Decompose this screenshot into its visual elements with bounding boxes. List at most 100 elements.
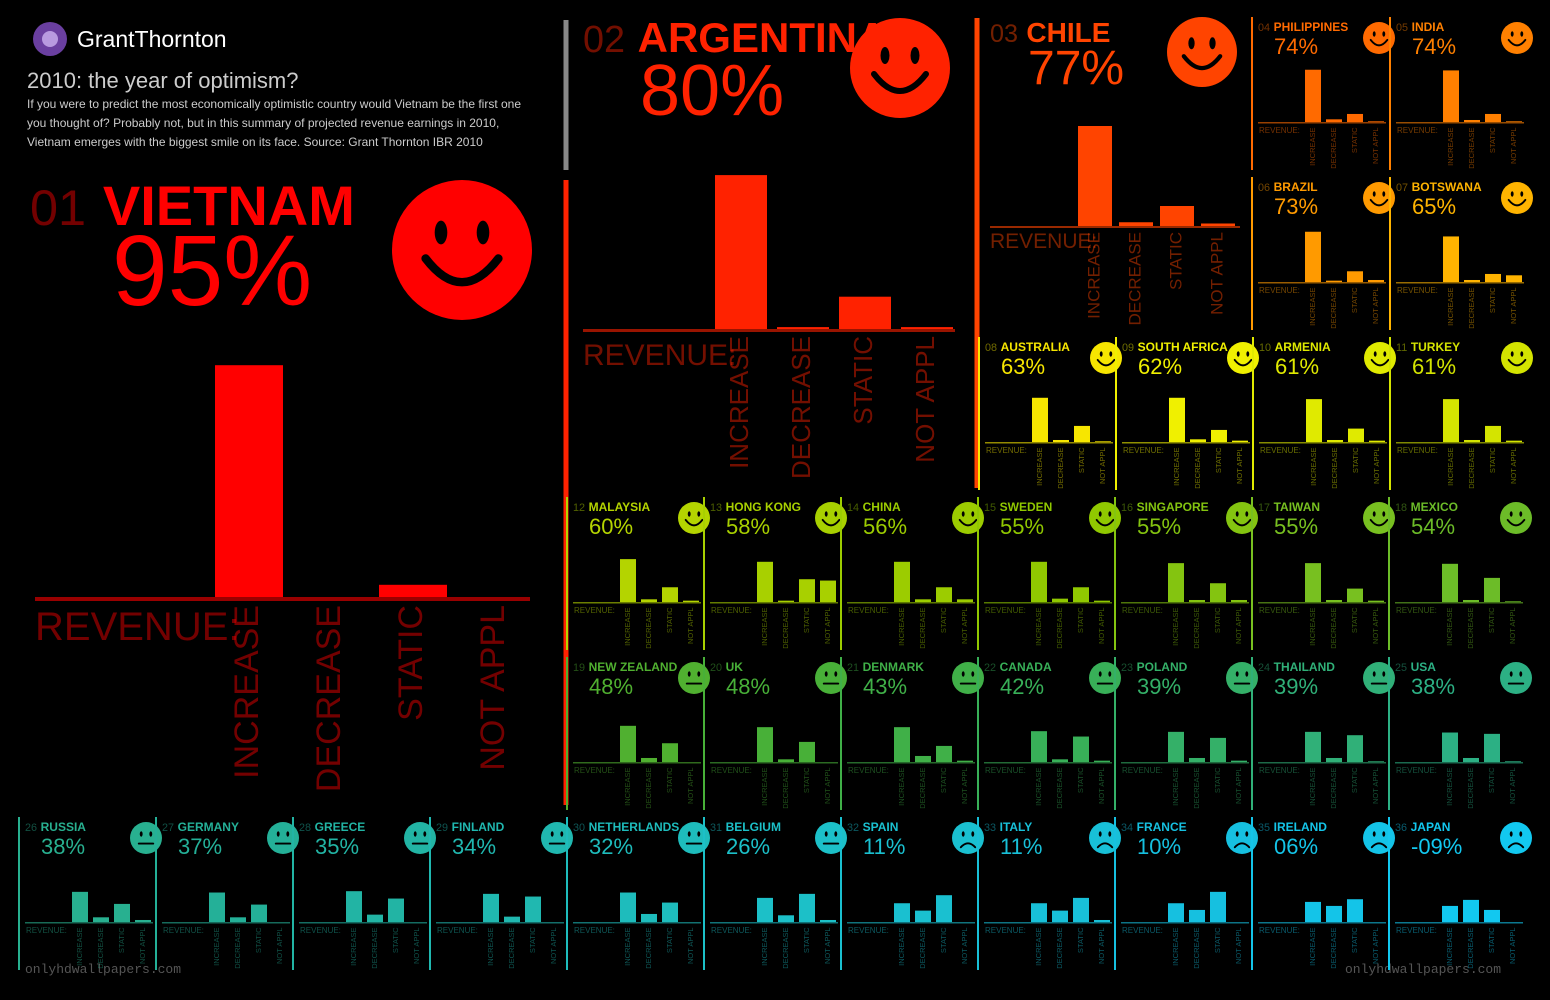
face-eye <box>1235 511 1239 517</box>
bar <box>757 897 773 922</box>
bar <box>1073 736 1089 762</box>
x-tick-label: STATIC <box>848 336 878 425</box>
country-title: 34 FRANCE <box>1121 820 1187 834</box>
bar <box>1168 731 1184 762</box>
face-eye <box>1245 511 1249 517</box>
country-rank: 24 <box>1258 662 1270 674</box>
bar <box>620 559 636 602</box>
face <box>1167 17 1237 87</box>
bar <box>778 759 794 762</box>
face-eye <box>687 671 691 677</box>
face-mouth <box>958 518 978 527</box>
x-tick-label: STATIC <box>117 927 126 953</box>
face <box>1363 822 1395 854</box>
country-name: GERMANY <box>178 820 239 834</box>
bar <box>1463 757 1479 762</box>
country-title: 24 THAILAND <box>1258 660 1335 674</box>
x-axis-label: REVENUE: <box>711 926 752 935</box>
bar <box>1506 121 1522 122</box>
face-eye <box>1372 31 1376 37</box>
country-title: 11 TURKEY <box>1396 340 1460 354</box>
x-axis-label: REVENUE: <box>1259 606 1300 615</box>
watermark: onlyhdwallpapers.com <box>1345 962 1501 977</box>
x-tick-label: DECREASE <box>781 928 790 969</box>
bar <box>1443 236 1459 282</box>
x-tick-label: NOT APPL <box>960 768 969 805</box>
page-title: 2010: the year of optimism? <box>27 68 298 93</box>
x-tick-label: INCREASE <box>1445 768 1454 806</box>
x-tick-label: DECREASE <box>781 608 790 649</box>
country-title: 30 NETHERLANDS <box>573 820 679 834</box>
bar <box>1443 399 1459 442</box>
country-title: 17 TAIWAN <box>1258 500 1320 514</box>
country-rank: 09 <box>1122 342 1134 354</box>
bar <box>346 891 362 922</box>
country-title: 28 GREECE <box>299 820 365 834</box>
face <box>1227 342 1259 374</box>
face-eye <box>1382 31 1386 37</box>
x-tick-label: INCREASE <box>1309 448 1318 486</box>
country-rank: 10 <box>1259 342 1271 354</box>
country-score: 38% <box>1411 674 1455 699</box>
country-name: RUSSIA <box>41 820 87 834</box>
bar <box>367 914 383 922</box>
bar <box>1463 599 1479 602</box>
x-axis-label: REVENUE: <box>1397 126 1438 135</box>
country-name: PHILIPPINES <box>1274 20 1349 34</box>
face-eye <box>1108 831 1112 837</box>
x-tick-label: INCREASE <box>1446 128 1455 166</box>
x-axis-label: REVENUE: <box>711 606 752 615</box>
x-tick-label: STATIC <box>939 607 948 633</box>
bar <box>1168 563 1184 602</box>
face-mouth <box>1233 358 1253 367</box>
bar <box>1305 731 1321 762</box>
country-title: 36 JAPAN <box>1395 820 1450 834</box>
face <box>1501 182 1533 214</box>
bar <box>820 580 836 602</box>
bar <box>1506 275 1522 282</box>
face-eye <box>1372 191 1376 197</box>
bar <box>1231 760 1247 762</box>
bar <box>915 910 931 922</box>
country-rank: 04 <box>1258 22 1270 34</box>
country-title: 19 NEW ZEALAND <box>573 660 678 674</box>
country-rank: 15 <box>984 502 996 514</box>
face-eye <box>1510 351 1514 357</box>
country-score: 54% <box>1411 514 1455 539</box>
bar <box>1052 910 1068 922</box>
country-rank: 33 <box>984 822 996 834</box>
x-axis-label: REVENUE: <box>574 926 615 935</box>
face-eye <box>961 831 965 837</box>
country-score: 42% <box>1000 674 1044 699</box>
x-tick-label: DECREASE <box>1467 448 1476 489</box>
x-tick-label: NOT APPL <box>686 928 695 965</box>
x-tick-label: STATIC <box>939 927 948 953</box>
face-eye <box>434 220 448 245</box>
bar <box>1368 279 1384 282</box>
x-tick-label: STATIC <box>392 605 430 721</box>
country-score: 58% <box>726 514 770 539</box>
country-name: SINGAPORE <box>1137 500 1209 514</box>
bar <box>662 902 678 922</box>
bar <box>1231 599 1247 602</box>
bar <box>1031 903 1047 922</box>
x-tick-label: DECREASE <box>1193 448 1202 489</box>
x-tick-label: DECREASE <box>1055 768 1064 809</box>
country-title: 16 SINGAPORE <box>1121 500 1209 514</box>
bar <box>1464 439 1480 442</box>
x-axis-label: REVENUE: <box>1396 926 1437 935</box>
x-tick-label: INCREASE <box>1446 448 1455 486</box>
face <box>1500 662 1532 694</box>
x-tick-label: INCREASE <box>623 928 632 966</box>
country-rank: 06 <box>1258 182 1270 194</box>
face-mouth <box>1370 358 1390 367</box>
country-score: 62% <box>1138 354 1182 379</box>
x-tick-label: STATIC <box>1350 127 1359 153</box>
bar <box>757 561 773 602</box>
face-eye <box>1382 511 1386 517</box>
bar <box>1189 909 1205 922</box>
x-axis-label: REVENUE: <box>583 339 736 372</box>
x-tick-label: DECREASE <box>1125 232 1144 326</box>
country-score: 80% <box>640 51 784 131</box>
bar <box>620 892 636 922</box>
